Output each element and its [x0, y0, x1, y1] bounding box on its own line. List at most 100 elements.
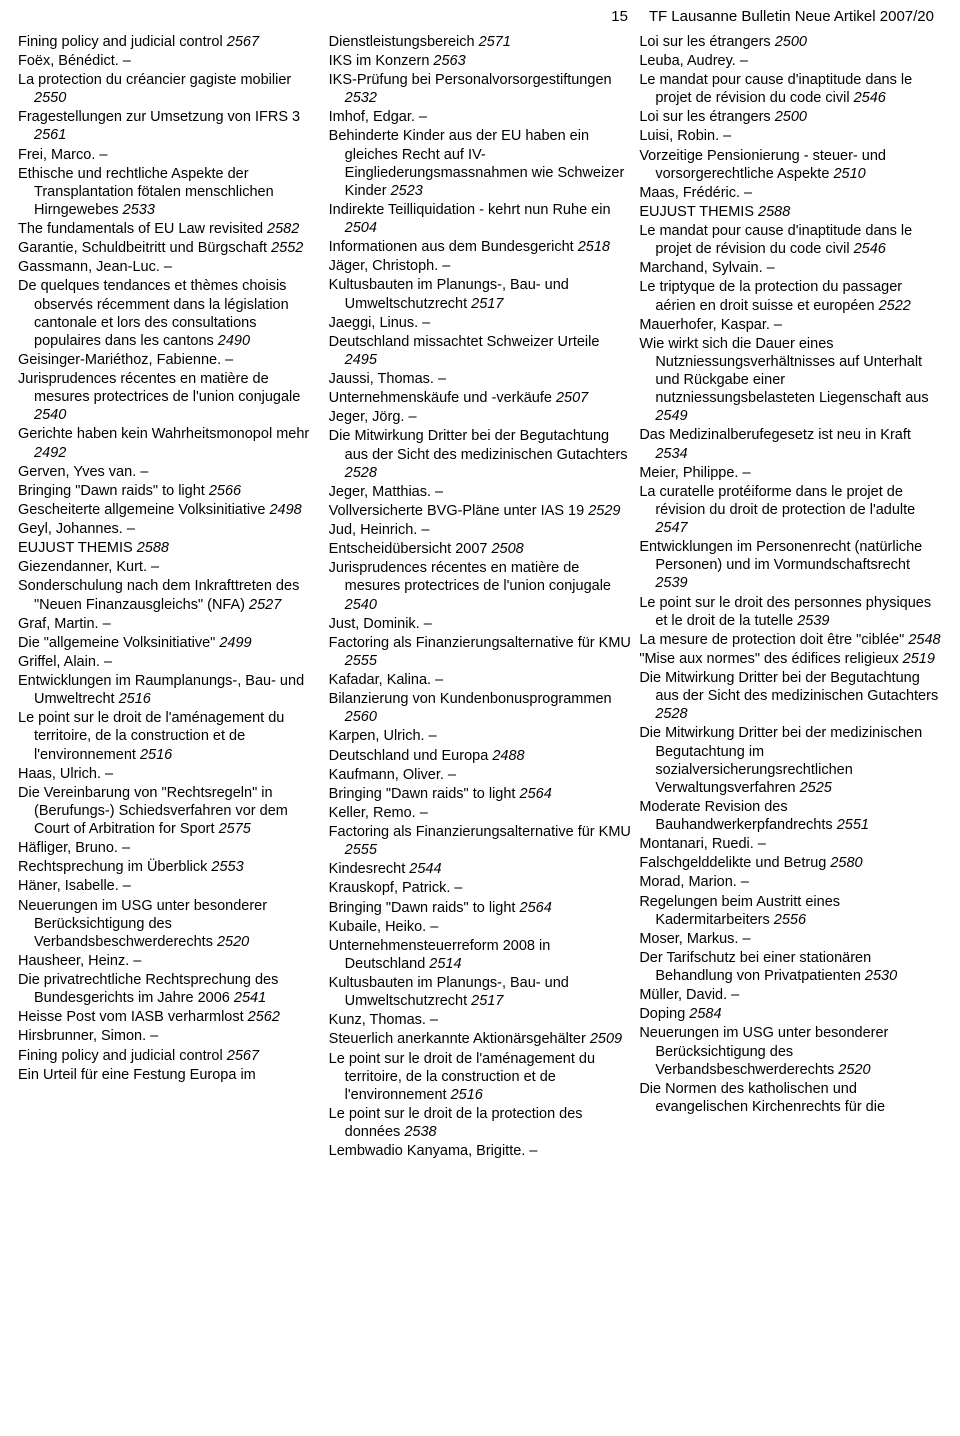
entry-title: Die Normen des katholischen und evangeli…: [639, 1081, 885, 1115]
entry-ref: 2495: [345, 352, 377, 368]
entry-author: Gerven, Yves van. –: [18, 464, 148, 480]
index-entry: Geyl, Johannes. –: [18, 520, 321, 538]
entry-author: Häner, Isabelle. –: [18, 878, 131, 894]
entry-ref: 2539: [655, 575, 687, 591]
index-entry: Graf, Martin. –: [18, 615, 321, 633]
entry-ref: 2562: [248, 1009, 280, 1025]
entry-ref: 2582: [267, 221, 299, 237]
index-entry: Kindesrecht 2544: [329, 860, 632, 878]
entry-title: Ein Urteil für eine Festung Europa im: [18, 1067, 256, 1083]
entry-title: Indirekte Teilliquidation - kehrt nun Ru…: [329, 202, 611, 218]
entry-title: Bringing "Dawn raids" to light: [329, 786, 520, 802]
entry-ref: 2588: [137, 540, 169, 556]
index-entry: Behinderte Kinder aus der EU haben ein g…: [329, 127, 632, 200]
index-entry: Gassmann, Jean-Luc. –: [18, 258, 321, 276]
entry-title: Behinderte Kinder aus der EU haben ein g…: [329, 128, 625, 198]
entry-author: Lembwadio Kanyama, Brigitte. –: [329, 1143, 538, 1159]
entry-title: Falschgelddelikte und Betrug: [639, 855, 830, 871]
index-entry: Heisse Post vom IASB verharmlost 2562: [18, 1008, 321, 1026]
entry-title: Bilanzierung von Kundenbonusprogrammen: [329, 691, 612, 707]
entry-ref: 2530: [865, 968, 897, 984]
index-entry: Das Medizinalberufegesetz ist neu in Kra…: [639, 426, 942, 462]
entry-title: Die Mitwirkung Dritter bei der Begutacht…: [639, 670, 938, 704]
entry-title: Factoring als Finanzierungsalternative f…: [329, 824, 631, 840]
index-entry: La protection du créancier gagiste mobil…: [18, 71, 321, 107]
index-entry: EUJUST THEMIS 2588: [18, 539, 321, 557]
entry-ref: 2533: [123, 202, 155, 218]
entry-author: Gassmann, Jean-Luc. –: [18, 259, 172, 275]
entry-title: Gescheiterte allgemeine Volksinitiative: [18, 502, 269, 518]
entry-ref: 2539: [797, 613, 829, 629]
index-entry: Le point sur le droit des personnes phys…: [639, 594, 942, 630]
index-entry: IKS im Konzern 2563: [329, 52, 632, 70]
index-entry: Just, Dominik. –: [329, 615, 632, 633]
index-entry: Entscheidübersicht 2007 2508: [329, 540, 632, 558]
index-entry: Neuerungen im USG unter besonderer Berüc…: [639, 1024, 942, 1078]
index-entry: Leuba, Audrey. –: [639, 52, 942, 70]
index-entry: La mesure de protection doit être "ciblé…: [639, 631, 942, 649]
index-entry: Steuerlich anerkannte Aktionärsgehälter …: [329, 1030, 632, 1048]
index-entry: Maas, Frédéric. –: [639, 184, 942, 202]
entry-ref: 2546: [854, 241, 886, 257]
index-entry: Falschgelddelikte und Betrug 2580: [639, 854, 942, 872]
index-entry: EUJUST THEMIS 2588: [639, 203, 942, 221]
entry-ref: 2516: [451, 1087, 483, 1103]
index-entry: Jurisprudences récentes en matière de me…: [18, 370, 321, 424]
entry-ref: 2549: [655, 408, 687, 424]
entry-title: Moderate Revision des Bauhandwerkerpfand…: [639, 799, 836, 833]
entry-author: Giezendanner, Kurt. –: [18, 559, 159, 575]
entry-title: EUJUST THEMIS: [639, 204, 758, 220]
index-entry: Keller, Remo. –: [329, 804, 632, 822]
index-entry: Kunz, Thomas. –: [329, 1011, 632, 1029]
entry-author: Morad, Marion. –: [639, 874, 749, 890]
index-entry: Gescheiterte allgemeine Volksinitiative …: [18, 501, 321, 519]
entry-title: Die Mitwirkung Dritter bei der medizinis…: [639, 725, 922, 795]
index-entry: Factoring als Finanzierungsalternative f…: [329, 823, 632, 859]
entry-title: The fundamentals of EU Law revisited: [18, 221, 267, 237]
entry-title: Loi sur les étrangers: [639, 34, 774, 50]
index-entry: Moderate Revision des Bauhandwerkerpfand…: [639, 798, 942, 834]
index-entry: Lembwadio Kanyama, Brigitte. –: [329, 1142, 632, 1160]
entry-title: Regelungen beim Austritt eines Kadermita…: [639, 894, 840, 928]
entry-author: Kafadar, Kalina. –: [329, 672, 443, 688]
page-number: 15: [611, 8, 628, 25]
entry-title: Vollversicherte BVG-Pläne unter IAS 19: [329, 503, 589, 519]
entry-ref: 2546: [854, 90, 886, 106]
entry-title: Fragestellungen zur Umsetzung von IFRS 3: [18, 109, 300, 125]
entry-author: Jeger, Matthias. –: [329, 484, 443, 500]
entry-ref: 2490: [218, 333, 250, 349]
index-entry: Fining policy and judicial control 2567: [18, 33, 321, 51]
entry-ref: 2564: [520, 900, 552, 916]
entry-ref: 2556: [774, 912, 806, 928]
entry-ref: 2538: [404, 1124, 436, 1140]
entry-title: Die Mitwirkung Dritter bei der Begutacht…: [329, 428, 628, 462]
index-entry: Loi sur les étrangers 2500: [639, 108, 942, 126]
entry-ref: 2510: [833, 166, 865, 182]
entry-title: Kindesrecht: [329, 861, 410, 877]
entry-author: Just, Dominik. –: [329, 616, 432, 632]
entry-title: Heisse Post vom IASB verharmlost: [18, 1009, 248, 1025]
index-entry: Imhof, Edgar. –: [329, 108, 632, 126]
entry-ref: 2523: [391, 183, 423, 199]
entry-title: Fining policy and judicial control: [18, 1048, 227, 1064]
index-entry: Bringing "Dawn raids" to light 2564: [329, 785, 632, 803]
index-entry: Griffel, Alain. –: [18, 653, 321, 671]
entry-title: Entscheidübersicht 2007: [329, 541, 492, 557]
index-entry: Jeger, Matthias. –: [329, 483, 632, 501]
index-entry: Die Mitwirkung Dritter bei der Begutacht…: [329, 427, 632, 481]
entry-ref: 2580: [830, 855, 862, 871]
entry-title: Kultusbauten im Planungs-, Bau- und Umwe…: [329, 975, 569, 1009]
entry-ref: 2553: [211, 859, 243, 875]
entry-author: Hirsbrunner, Simon. –: [18, 1028, 158, 1044]
entry-title: Dienstleistungsbereich: [329, 34, 479, 50]
index-entry: Jaussi, Thomas. –: [329, 370, 632, 388]
entry-author: Frei, Marco. –: [18, 147, 107, 163]
entry-ref: 2517: [471, 296, 503, 312]
entry-ref: 2571: [479, 34, 511, 50]
entry-ref: 2514: [429, 956, 461, 972]
index-entry: Luisi, Robin. –: [639, 127, 942, 145]
index-entry: Die Vereinbarung von "Rechtsregeln" in (…: [18, 784, 321, 838]
entry-ref: 2518: [578, 239, 610, 255]
entry-title: Das Medizinalberufegesetz ist neu in Kra…: [639, 427, 911, 443]
entry-ref: 2532: [345, 90, 377, 106]
